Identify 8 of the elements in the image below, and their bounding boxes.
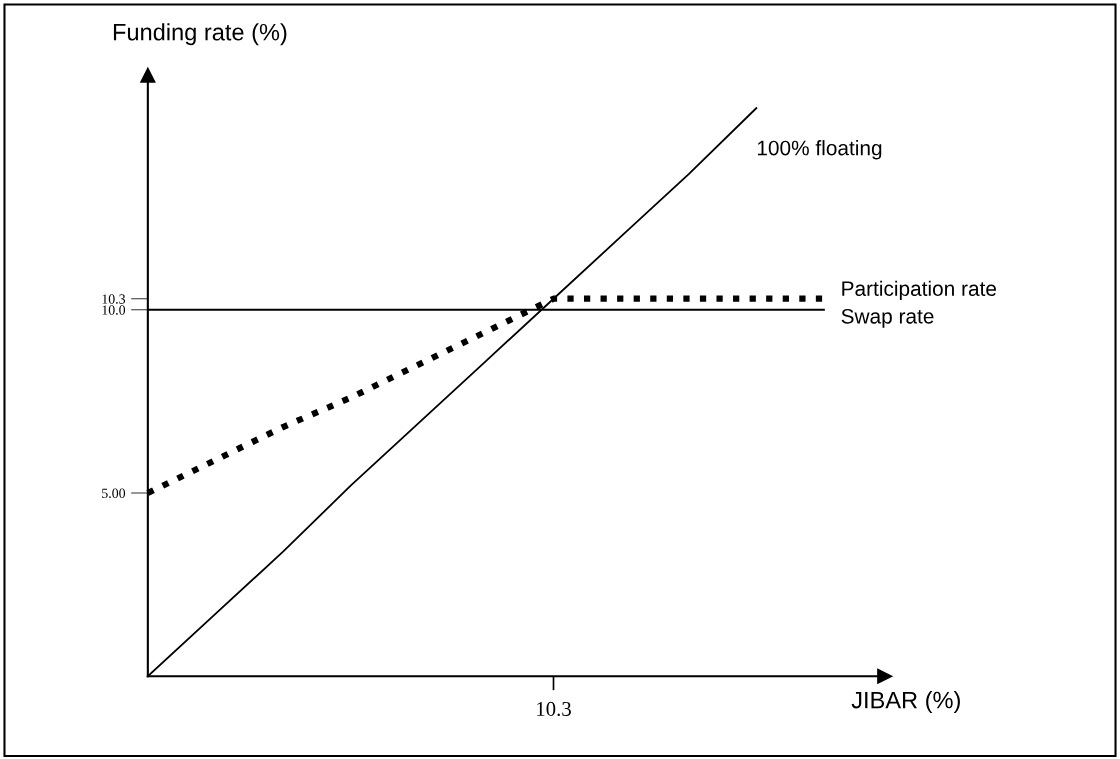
y-tick-label: 5.00 [102, 488, 126, 499]
series-label: 100% floating [757, 140, 882, 160]
y-tick-label: 10.0 [102, 305, 126, 315]
y-tick-label: 10.3 [102, 294, 126, 304]
series-label: Swap rate [841, 308, 934, 328]
y-axis-title: Funding rate (%) [113, 23, 287, 46]
x-axis-title: JIBAR (%) [851, 691, 960, 714]
series-label: Participation rate [842, 280, 997, 301]
